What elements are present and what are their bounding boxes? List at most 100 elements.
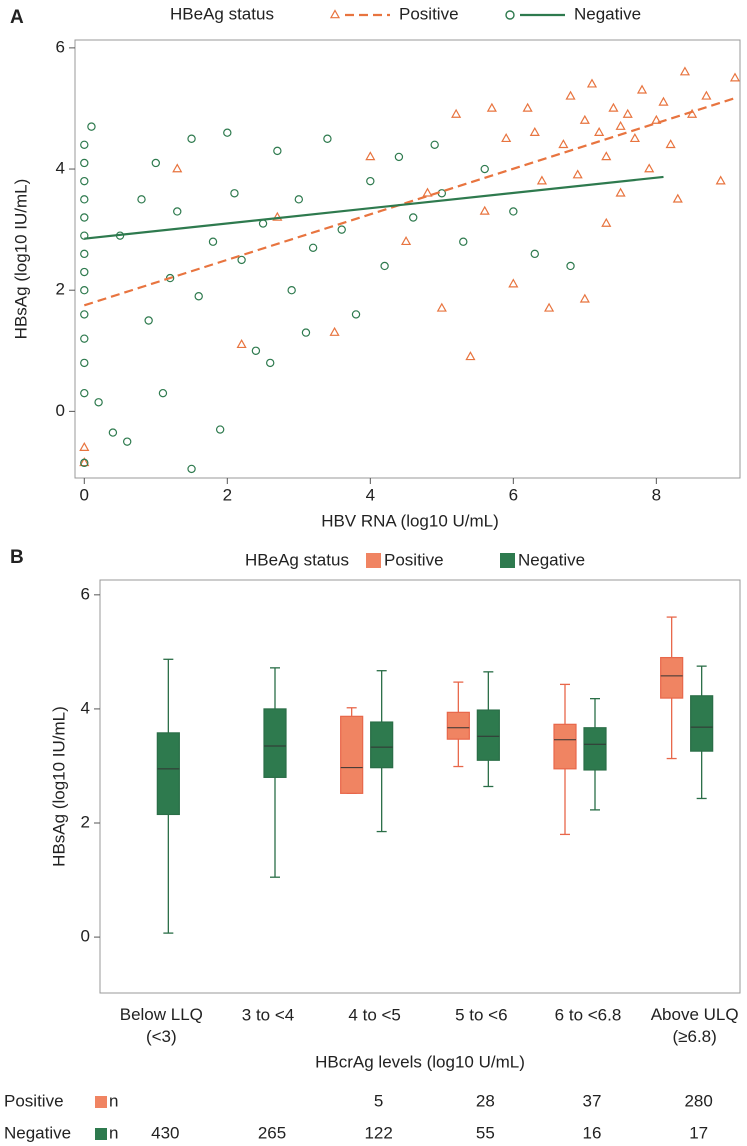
point — [79, 441, 90, 452]
point — [601, 151, 612, 161]
point — [122, 437, 132, 446]
y-tick-label: 2 — [81, 812, 90, 831]
n-value: 122 — [364, 1123, 392, 1142]
box — [690, 695, 714, 752]
point — [151, 158, 161, 168]
point — [80, 334, 89, 343]
fit-line — [83, 97, 736, 307]
y-tick-label: 0 — [56, 401, 65, 420]
point — [400, 236, 412, 246]
point — [365, 151, 376, 161]
point — [251, 346, 261, 355]
legend-label: Negative — [518, 550, 585, 569]
point — [137, 195, 146, 204]
point — [579, 114, 590, 124]
point — [80, 310, 89, 319]
point — [594, 126, 605, 136]
point — [80, 267, 89, 277]
point — [672, 193, 683, 203]
point — [329, 326, 340, 336]
y-tick-label: 4 — [81, 698, 90, 717]
box — [340, 715, 364, 794]
legend-marker — [329, 9, 341, 19]
point — [715, 175, 726, 185]
n-label: n — [109, 1123, 118, 1142]
plot-frame — [74, 39, 741, 479]
n-value: 16 — [583, 1123, 602, 1142]
label-line: (≥6.8) — [673, 1027, 717, 1046]
point — [465, 351, 476, 361]
point — [394, 152, 404, 162]
point — [94, 398, 103, 407]
point — [351, 310, 361, 319]
row-swatch — [95, 1096, 107, 1108]
point — [80, 358, 89, 368]
point — [566, 261, 575, 271]
point — [636, 84, 648, 94]
point — [272, 211, 283, 221]
point — [530, 249, 539, 259]
label-line: (<3) — [146, 1027, 177, 1046]
point — [294, 195, 304, 204]
x-tick-label: 8 — [652, 485, 661, 504]
n-value: 430 — [151, 1123, 179, 1142]
point — [87, 122, 96, 131]
n-label: n — [109, 1091, 118, 1110]
legend-marker — [505, 10, 515, 20]
point — [287, 285, 296, 295]
n-value: 28 — [476, 1091, 495, 1110]
point — [479, 205, 490, 215]
point — [308, 243, 318, 252]
box — [553, 723, 577, 770]
legend-title: HBeAg status — [245, 550, 349, 569]
point — [158, 388, 168, 398]
n-value: 17 — [689, 1123, 708, 1142]
point — [301, 328, 311, 337]
point — [80, 213, 89, 222]
point — [273, 146, 282, 156]
point — [80, 285, 89, 295]
row-swatch — [95, 1128, 107, 1140]
point — [108, 428, 118, 437]
point — [436, 302, 447, 312]
point — [615, 187, 626, 197]
point — [409, 213, 418, 222]
point — [451, 108, 462, 118]
point — [323, 134, 332, 143]
point — [79, 457, 90, 467]
fit-line — [84, 175, 664, 240]
n-value: 265 — [258, 1123, 286, 1142]
point — [701, 90, 712, 100]
point — [266, 358, 275, 368]
point — [215, 425, 225, 434]
legend-label: Positive — [384, 550, 444, 569]
x-tick-label: 5 to <6 — [455, 1005, 507, 1024]
point — [608, 102, 619, 112]
point — [430, 140, 439, 150]
point — [380, 261, 389, 271]
label-line: Above ULQ — [651, 1005, 739, 1024]
point — [80, 176, 89, 186]
point — [665, 139, 676, 149]
point — [422, 187, 433, 197]
legend-swatch — [366, 553, 381, 568]
point — [187, 134, 196, 143]
legend-title: HBeAg status — [170, 4, 274, 23]
x-tick-label: Below LLQ (<3) — [120, 1005, 203, 1046]
x-axis-label: HBV RNA (log10 U/mL) — [321, 511, 499, 530]
point — [337, 225, 346, 234]
x-tick-label: 2 — [223, 485, 232, 504]
point — [651, 114, 662, 124]
point — [615, 120, 626, 130]
point — [172, 163, 183, 173]
point — [622, 108, 633, 118]
box — [660, 656, 684, 699]
point — [509, 207, 518, 216]
y-tick-label: 2 — [56, 280, 65, 299]
legend-label: Negative — [574, 4, 641, 23]
point — [572, 169, 583, 179]
point — [208, 237, 218, 246]
point — [508, 278, 519, 288]
point — [729, 72, 741, 82]
x-tick-label: 6 — [509, 485, 518, 504]
